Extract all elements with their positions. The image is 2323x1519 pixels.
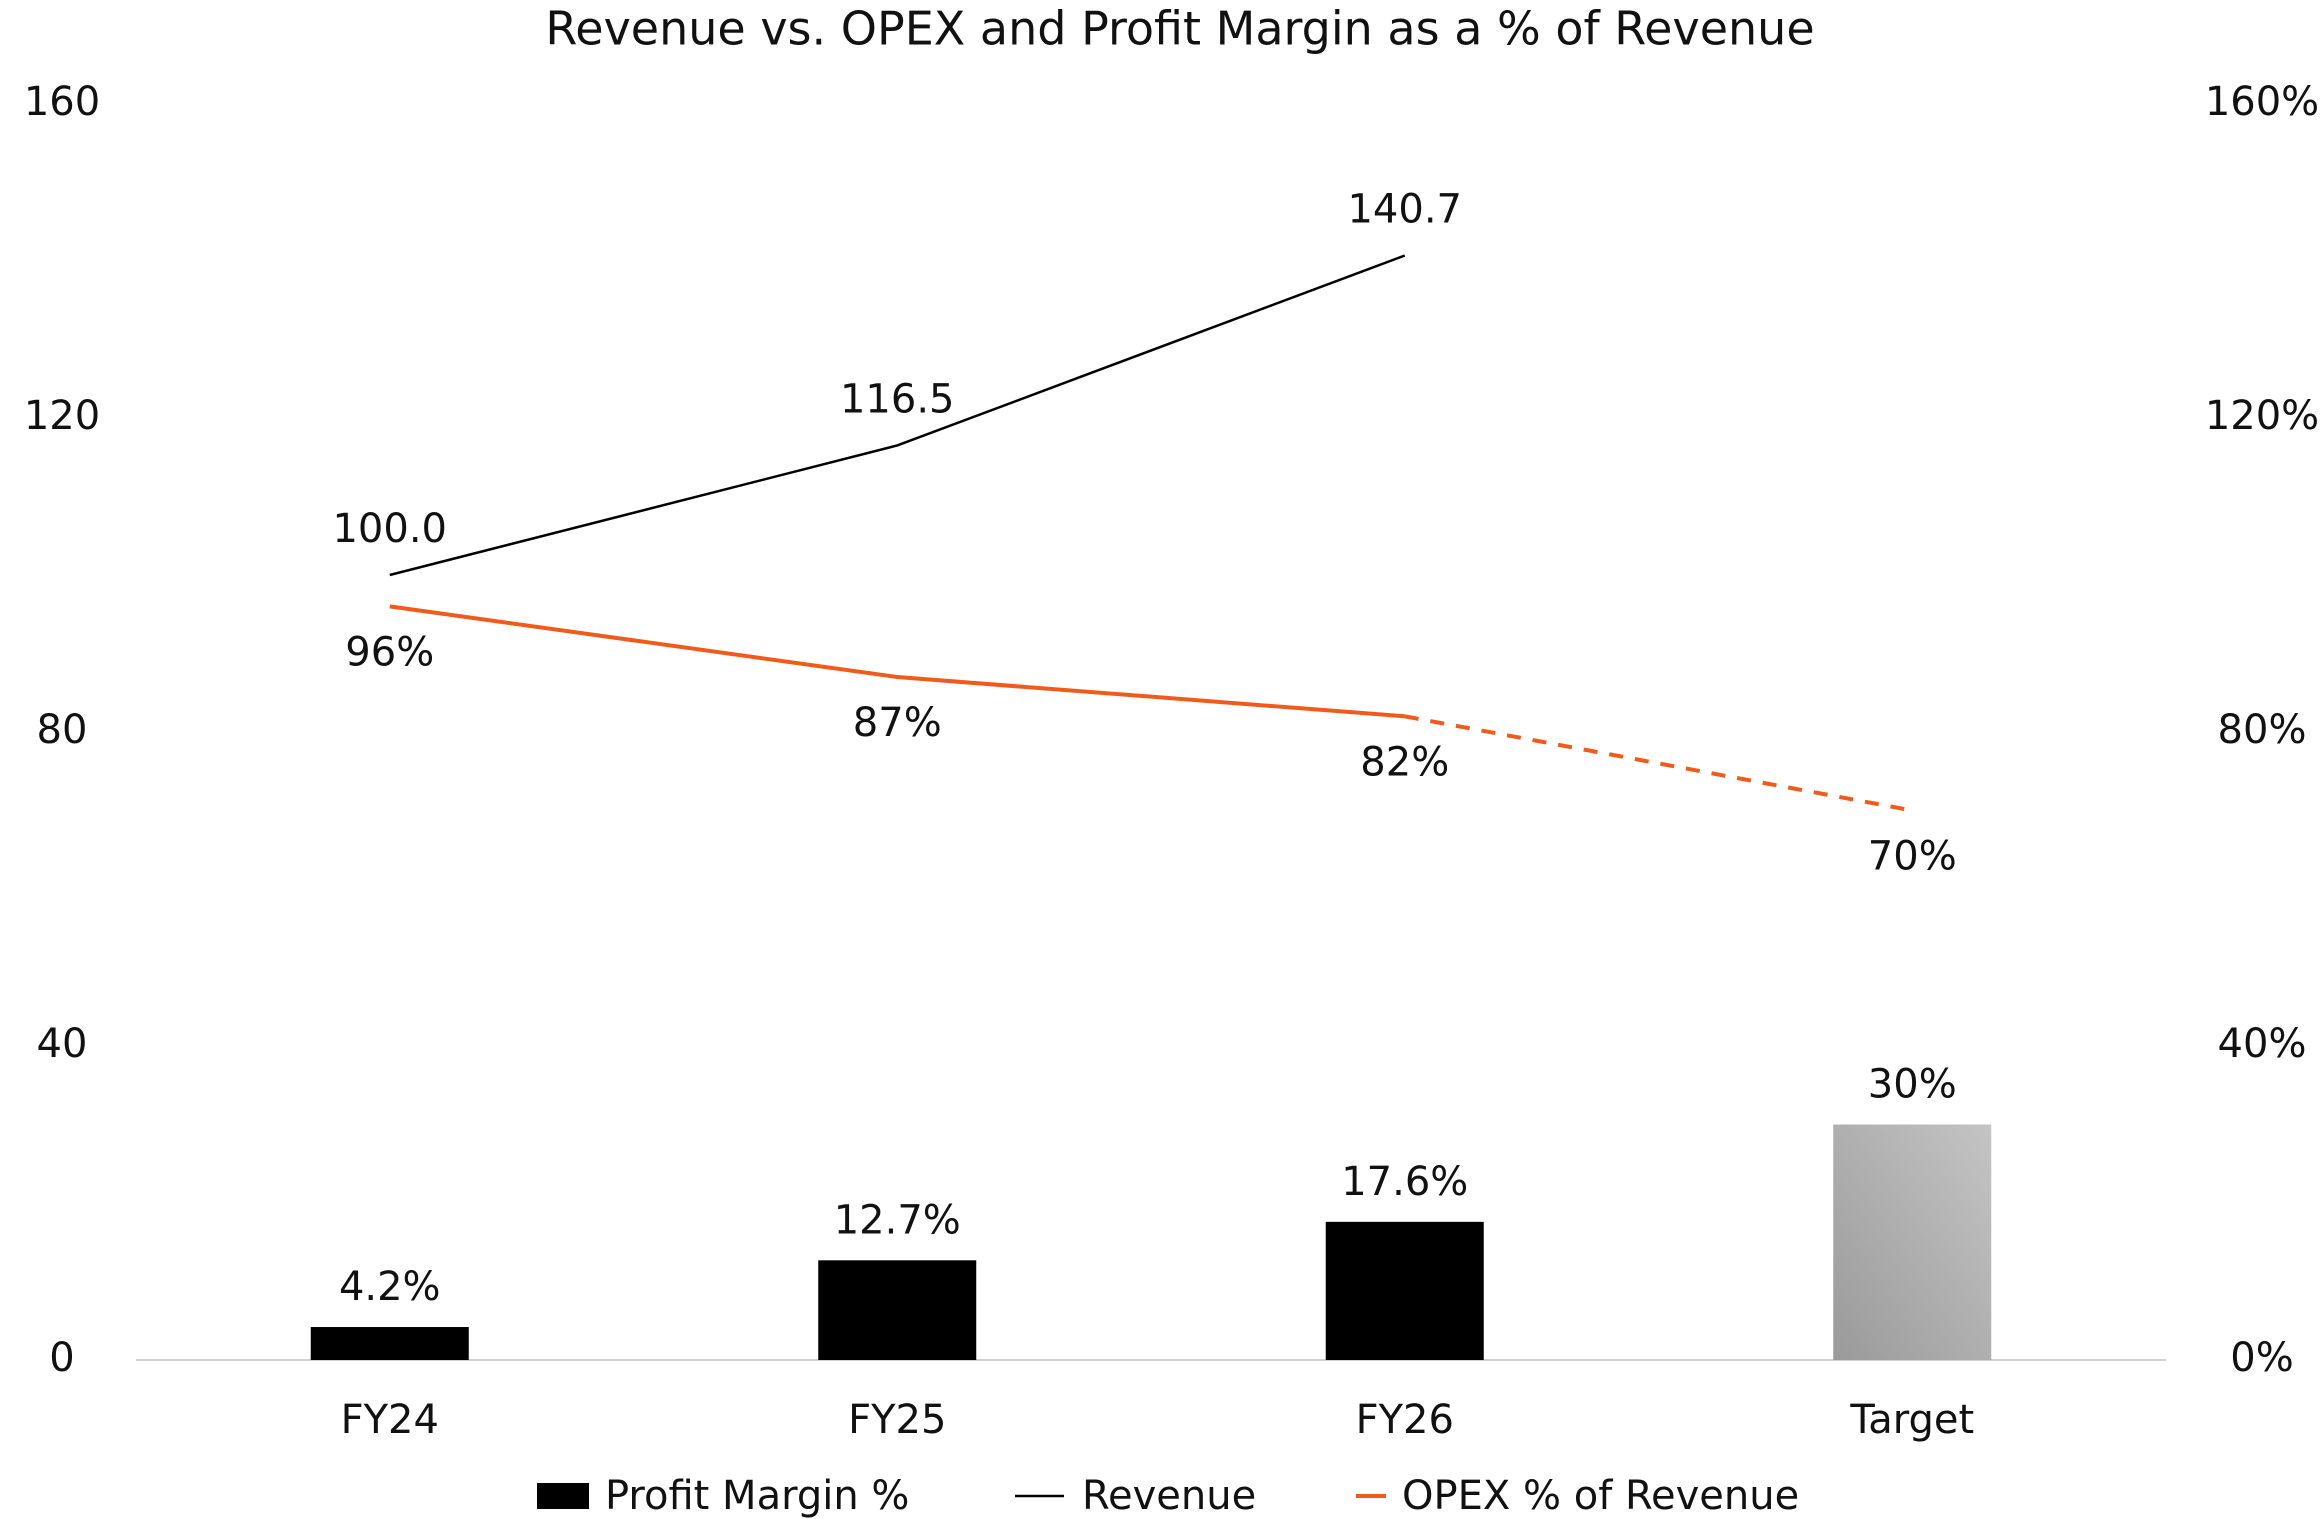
y-tick-label: 0	[49, 1335, 74, 1381]
legend-swatch	[537, 1483, 589, 1509]
bar-label: 17.6%	[1341, 1159, 1468, 1205]
line-projection	[1404, 714, 1913, 813]
line	[389, 254, 1406, 577]
bar	[310, 1327, 469, 1360]
y-tick-label: 160	[24, 79, 100, 125]
line-label: 100.0	[332, 506, 447, 552]
x-tick-label: Target	[1849, 1397, 1974, 1443]
chart-title: Revenue vs. OPEX and Profit Margin as a …	[545, 2, 1814, 56]
bar-label: 30%	[1868, 1062, 1957, 1108]
line-label: 70%	[1868, 834, 1957, 880]
y2-tick-label: 160%	[2205, 79, 2319, 125]
y-tick-label: 80	[37, 707, 88, 753]
y-tick-label: 120	[24, 393, 100, 439]
line-label: 96%	[345, 629, 434, 675]
y2-tick-label: 0%	[2230, 1335, 2293, 1381]
line	[389, 604, 1405, 719]
y2-tick-label: 120%	[2205, 393, 2319, 439]
legend-label: Revenue	[1082, 1473, 1256, 1519]
line-label: 82%	[1360, 739, 1449, 785]
legend-label: Profit Margin %	[605, 1473, 909, 1519]
line-label: 140.7	[1347, 187, 1462, 233]
y2-tick-label: 80%	[2218, 707, 2307, 753]
legend-label: OPEX % of Revenue	[1402, 1473, 1799, 1519]
line-label: 116.5	[840, 376, 955, 422]
x-tick-label: FY26	[1356, 1397, 1454, 1443]
bar-label: 12.7%	[834, 1197, 961, 1243]
y-tick-label: 40	[37, 1021, 88, 1067]
x-tick-label: FY24	[341, 1397, 439, 1443]
x-tick-label: FY25	[848, 1397, 946, 1443]
line-label: 87%	[853, 700, 942, 746]
bar	[818, 1260, 977, 1360]
y2-tick-label: 40%	[2218, 1021, 2307, 1067]
bar	[1833, 1124, 1992, 1360]
bar-label: 4.2%	[339, 1264, 441, 1310]
bar	[1325, 1221, 1484, 1360]
